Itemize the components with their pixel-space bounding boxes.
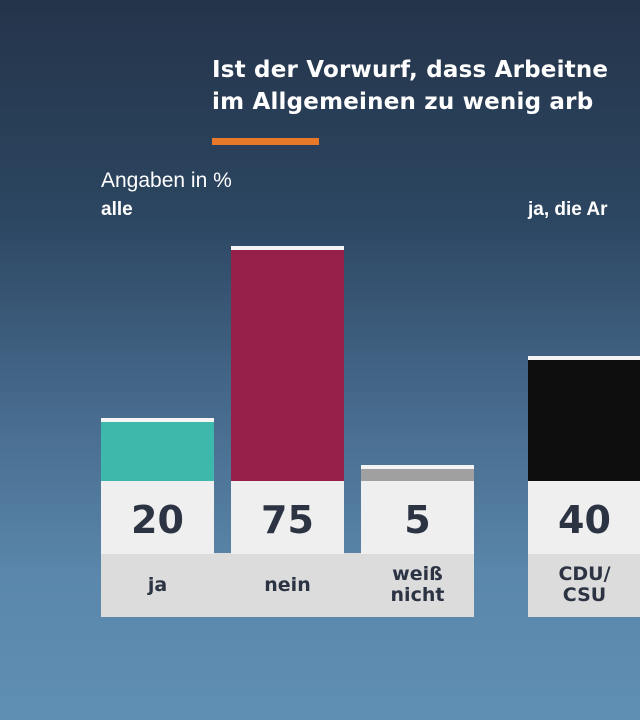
bar [231, 246, 344, 481]
bar [528, 356, 640, 481]
category-label: ja [147, 573, 168, 596]
data-label: 40 [528, 481, 640, 554]
label-band-party [528, 553, 640, 617]
data-label: 20 [101, 481, 214, 554]
title-line-2: im Allgemeinen zu wenig arb [212, 89, 594, 115]
category-label: weiß nicht [390, 563, 445, 606]
category-label: CDU/ CSU [558, 563, 611, 606]
chart-title: Ist der Vorwurf, dass Arbeitne im Allgem… [212, 54, 608, 118]
title-line-1: Ist der Vorwurf, dass Arbeitne [212, 57, 609, 83]
data-label: 5 [361, 481, 474, 554]
bar [361, 465, 474, 481]
accent-line [212, 138, 319, 145]
label-band-all [101, 553, 474, 617]
category-label: nein [264, 573, 311, 596]
data-label: 75 [231, 481, 344, 554]
group-label-all: alle [101, 199, 133, 220]
bar [101, 418, 214, 481]
group-label-party: ja, die Ar [528, 199, 608, 220]
unit-label: Angaben in % [101, 169, 232, 192]
